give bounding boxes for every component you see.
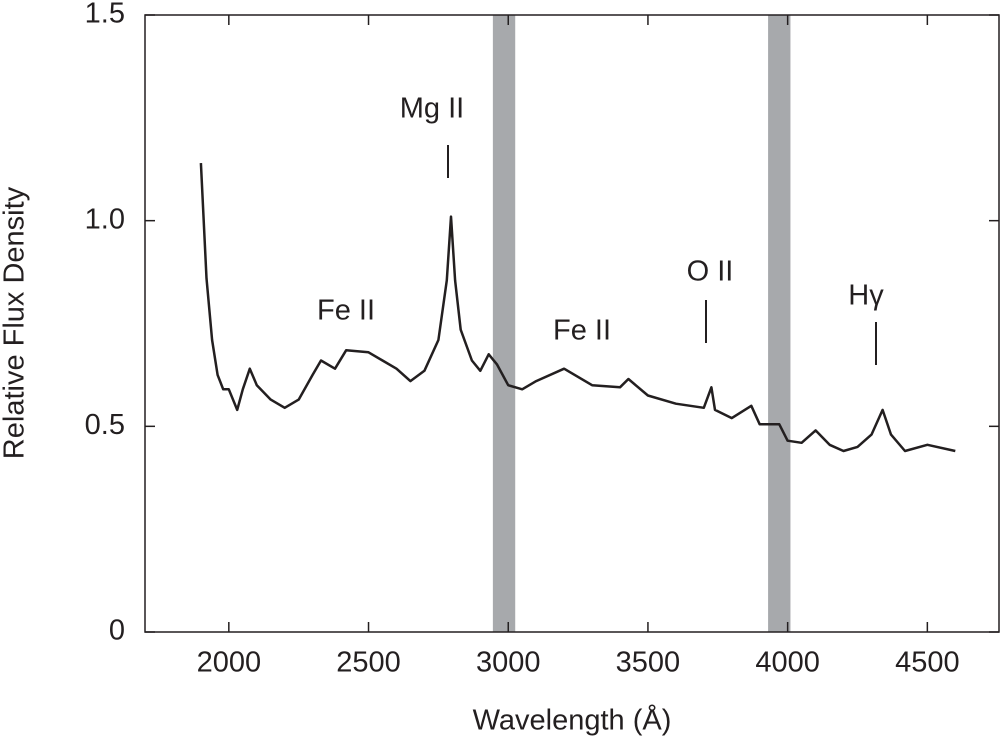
x-axis-label: Wavelength (Å) xyxy=(473,704,672,737)
x-tick-label: 3500 xyxy=(616,647,681,679)
shaded-region xyxy=(492,15,516,632)
annotation: O II xyxy=(687,256,734,288)
x-tick-label: 2000 xyxy=(197,647,262,679)
annotation: Hγ xyxy=(848,280,884,312)
y-axis-label: Relative Flux Density xyxy=(0,186,31,459)
x-tick-label: 4500 xyxy=(895,647,960,679)
x-tick-label: 2500 xyxy=(336,647,401,679)
y-tick-label: 0.5 xyxy=(85,409,125,441)
y-tick-label: 0 xyxy=(109,615,125,647)
annotation: Fe II xyxy=(553,315,611,347)
x-tick-label: 3000 xyxy=(476,647,541,679)
annotation: Mg II xyxy=(400,93,464,125)
spectrum-line xyxy=(199,163,956,453)
annotation: Fe II xyxy=(317,295,375,327)
y-tick-label: 1.5 xyxy=(85,0,125,30)
shaded-region xyxy=(768,15,791,632)
plot-frame xyxy=(144,14,1000,633)
x-tick-label: 4000 xyxy=(755,647,820,679)
y-tick-label: 1.0 xyxy=(85,203,125,235)
